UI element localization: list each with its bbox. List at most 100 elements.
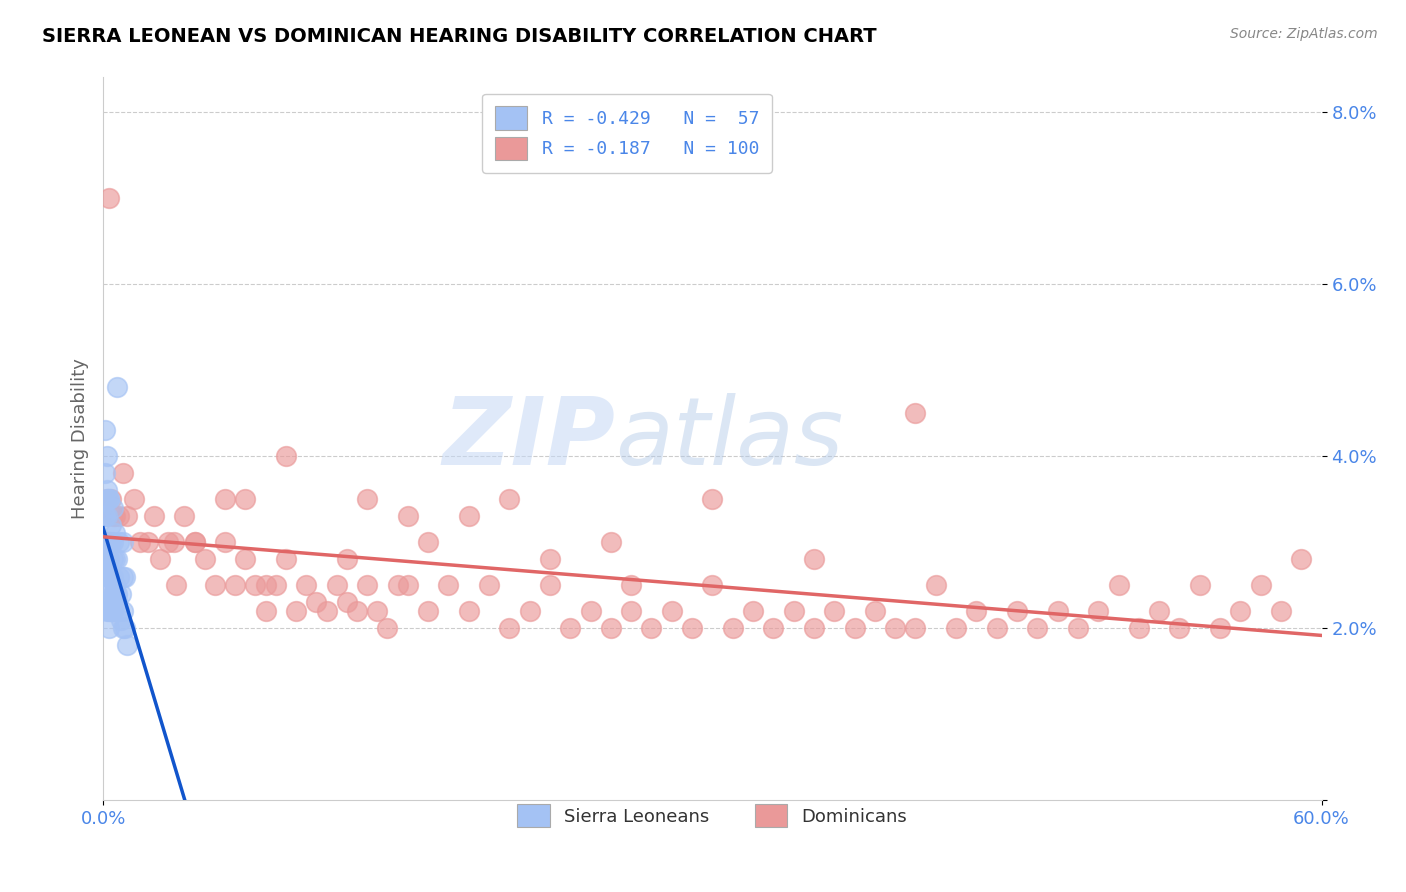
Point xyxy=(104,578,127,592)
Point xyxy=(98,569,121,583)
Point xyxy=(105,380,128,394)
Point xyxy=(599,535,621,549)
Point xyxy=(863,604,886,618)
Point xyxy=(538,578,561,592)
Point xyxy=(100,569,122,583)
Point xyxy=(100,569,122,583)
Point xyxy=(904,621,927,635)
Point xyxy=(396,578,419,592)
Point xyxy=(640,621,662,635)
Point xyxy=(295,578,318,592)
Point xyxy=(904,406,927,420)
Point xyxy=(1067,621,1090,635)
Point xyxy=(149,552,172,566)
Point xyxy=(661,604,683,618)
Text: SIERRA LEONEAN VS DOMINICAN HEARING DISABILITY CORRELATION CHART: SIERRA LEONEAN VS DOMINICAN HEARING DISA… xyxy=(42,27,877,45)
Point xyxy=(112,604,135,618)
Text: Source: ZipAtlas.com: Source: ZipAtlas.com xyxy=(1230,27,1378,41)
Point xyxy=(925,578,948,592)
Point xyxy=(762,621,785,635)
Point xyxy=(721,621,744,635)
Point xyxy=(702,491,724,506)
Point xyxy=(100,604,122,618)
Point xyxy=(104,526,127,541)
Point xyxy=(114,569,136,583)
Point xyxy=(136,535,159,549)
Point xyxy=(94,595,117,609)
Point xyxy=(1270,604,1292,618)
Point xyxy=(204,578,226,592)
Point xyxy=(336,595,359,609)
Point xyxy=(98,552,121,566)
Point xyxy=(1291,552,1313,566)
Point xyxy=(681,621,703,635)
Point xyxy=(103,569,125,583)
Point xyxy=(104,509,127,524)
Point xyxy=(103,552,125,566)
Point xyxy=(183,535,205,549)
Point xyxy=(620,578,643,592)
Point xyxy=(387,578,409,592)
Point xyxy=(108,509,131,524)
Point xyxy=(1128,621,1150,635)
Point xyxy=(96,552,118,566)
Point xyxy=(264,578,287,592)
Point xyxy=(117,638,139,652)
Point xyxy=(100,604,122,618)
Point xyxy=(965,604,987,618)
Point xyxy=(194,552,217,566)
Point xyxy=(108,604,131,618)
Point xyxy=(214,491,236,506)
Point xyxy=(128,535,150,549)
Point xyxy=(96,552,118,566)
Point xyxy=(112,535,135,549)
Point xyxy=(356,491,378,506)
Point xyxy=(96,491,118,506)
Point xyxy=(96,491,118,506)
Text: ZIP: ZIP xyxy=(441,392,614,485)
Point xyxy=(356,578,378,592)
Point xyxy=(315,604,337,618)
Point xyxy=(122,491,145,506)
Point xyxy=(105,595,128,609)
Point xyxy=(1209,621,1232,635)
Point xyxy=(1108,578,1130,592)
Point xyxy=(103,535,125,549)
Point xyxy=(112,621,135,635)
Point xyxy=(98,535,121,549)
Point xyxy=(823,604,845,618)
Point xyxy=(100,535,122,549)
Text: atlas: atlas xyxy=(614,393,844,484)
Point xyxy=(104,587,127,601)
Point xyxy=(108,535,131,549)
Point xyxy=(98,587,121,601)
Point xyxy=(96,604,118,618)
Legend: Sierra Leoneans, Dominicans: Sierra Leoneans, Dominicans xyxy=(510,797,914,835)
Point xyxy=(1087,604,1109,618)
Point xyxy=(245,578,267,592)
Point xyxy=(165,578,187,592)
Point xyxy=(986,621,1008,635)
Point xyxy=(98,604,121,618)
Point xyxy=(112,569,135,583)
Point xyxy=(1026,621,1049,635)
Point xyxy=(274,552,297,566)
Point xyxy=(782,604,804,618)
Point xyxy=(100,517,122,532)
Point xyxy=(98,491,121,506)
Point xyxy=(620,604,643,618)
Point xyxy=(94,467,117,481)
Point xyxy=(254,578,277,592)
Point xyxy=(157,535,180,549)
Point xyxy=(945,621,967,635)
Point xyxy=(1005,604,1028,618)
Point xyxy=(103,587,125,601)
Point xyxy=(457,604,479,618)
Point xyxy=(98,621,121,635)
Point xyxy=(416,535,439,549)
Point xyxy=(844,621,866,635)
Point xyxy=(1188,578,1211,592)
Point xyxy=(538,552,561,566)
Point xyxy=(1147,604,1170,618)
Point xyxy=(94,552,117,566)
